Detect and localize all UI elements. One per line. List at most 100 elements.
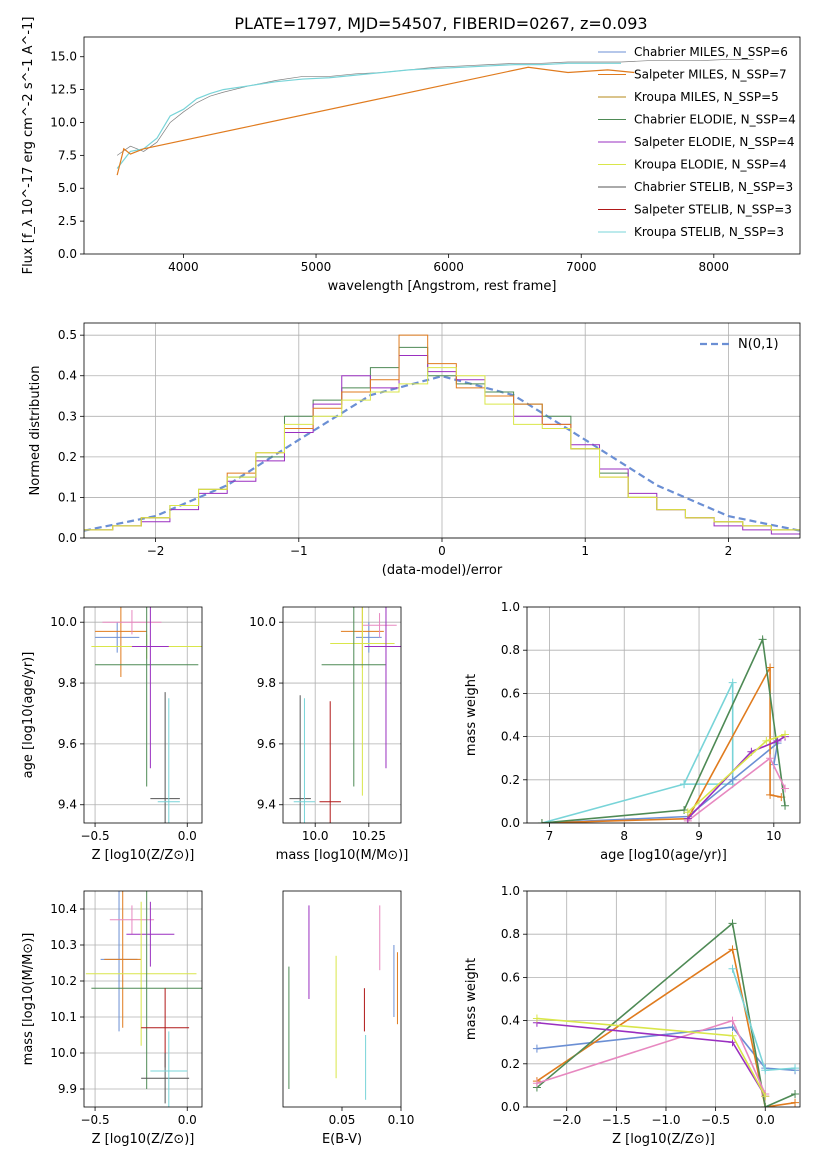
panel-mass-vs-z: −0.5 0.0 9.9 10.0 10.1 10.2 10.3 10.4 Z [log10(Z… — [21, 890, 203, 1147]
data-point — [791, 1090, 800, 1099]
legend-label: Kroupa STELIB, N_SSP=3 — [634, 225, 784, 239]
axes-frame — [282, 606, 402, 824]
y-axis-label: Normed distribution — [28, 366, 43, 496]
series-line — [541, 636, 786, 823]
data-point — [758, 635, 767, 644]
data-point — [728, 964, 737, 973]
data-point — [761, 1066, 770, 1075]
y-tick-label: 10.4 — [50, 902, 77, 916]
panel-age-vs-z: −0.5 0.0 9.4 9.6 9.8 10.0 Z [log10(Z/Z⊙)] age [… — [21, 606, 203, 863]
y-tick-label: 10.0 — [50, 1046, 77, 1060]
spectrum-legend: Chabrier MILES, N_SSP=6 Salpeter MILES, N… — [598, 45, 796, 239]
plot-area — [537, 635, 790, 823]
y-tick-label: 0.0 — [58, 247, 77, 261]
x-tick-label: 0.10 — [388, 1113, 415, 1127]
x-tick-label: −0.5 — [80, 1113, 109, 1127]
plot-area — [116, 59, 754, 176]
gaussian-curve — [84, 375, 800, 532]
y-tick-label: 12.5 — [50, 83, 77, 97]
axes-frame — [282, 890, 402, 1108]
data-point — [773, 736, 782, 745]
axes-frame — [83, 606, 203, 824]
data-point — [680, 780, 689, 789]
y-tick-label: 0.4 — [501, 730, 520, 744]
x-tick-label: 1 — [581, 544, 589, 558]
series-line — [536, 921, 796, 1107]
y-axis-label: Flux [f_λ 10^-17 erg cm^-2 s^-1 A^-1] — [21, 17, 36, 275]
axes-frame — [83, 36, 801, 255]
plot-area — [91, 607, 202, 823]
data-point — [683, 808, 692, 817]
y-tick-label: 0.8 — [501, 643, 520, 657]
data-point — [532, 1044, 541, 1053]
plot-area — [289, 607, 401, 823]
y-tick-label: 5.0 — [58, 181, 77, 195]
y-tick-label: 0.5 — [58, 328, 77, 342]
axes-frame — [83, 890, 203, 1108]
data-point — [766, 754, 775, 763]
panels: 4000 5000 6000 7000 80000.02.55.07.510.012.5… — [21, 17, 801, 1147]
x-axis-label: mass [log10(M/M⊙)] — [276, 848, 409, 863]
histogram-step — [84, 367, 800, 538]
x-tick-label: 10.0 — [302, 829, 329, 843]
legend-label: N(0,1) — [738, 337, 779, 352]
y-tick-label: 0.2 — [501, 773, 520, 787]
y-tick-label: 0.0 — [501, 1100, 520, 1114]
x-tick-label: −2 — [147, 544, 165, 558]
y-tick-label: 15.0 — [50, 50, 77, 64]
data-point — [532, 1079, 541, 1088]
y-tick-label: 9.6 — [257, 737, 276, 751]
y-tick-label: 10.1 — [50, 1010, 77, 1024]
y-tick-label: 9.4 — [58, 798, 77, 812]
y-axis-label: age [log10(age/yr)] — [21, 652, 36, 779]
x-axis-label: age [log10(age/yr)] — [600, 848, 727, 863]
data-point — [680, 806, 689, 815]
data-point — [766, 663, 775, 672]
data-point — [762, 736, 771, 745]
x-tick-label: 8000 — [699, 260, 730, 274]
series-line — [541, 667, 782, 823]
x-tick-label: 0 — [438, 544, 446, 558]
y-tick-label: 1.0 — [501, 600, 520, 614]
series-line — [116, 66, 635, 176]
y-tick-label: 10.2 — [50, 974, 77, 988]
y-tick-label: 10.0 — [50, 115, 77, 129]
legend-label: Salpeter STELIB, N_SSP=3 — [634, 203, 792, 217]
panel-mass-vs-ebv: 0.05 0.10 E(B-V) — [282, 890, 415, 1147]
plot-area — [288, 905, 398, 1100]
y-tick-label: 9.4 — [257, 798, 276, 812]
histogram-legend: N(0,1) — [700, 337, 779, 352]
data-point — [728, 919, 737, 928]
x-tick-label: −2.0 — [552, 1113, 581, 1127]
x-tick-label: −1.5 — [602, 1113, 631, 1127]
data-point — [781, 730, 790, 739]
y-tick-label: 10.0 — [50, 615, 77, 629]
data-point — [728, 775, 737, 784]
y-tick-label: 10.3 — [50, 938, 77, 952]
x-tick-label: 0.0 — [178, 1113, 197, 1127]
data-point — [537, 819, 546, 823]
x-tick-label: 0.05 — [329, 1113, 356, 1127]
plot-area — [532, 919, 800, 1107]
y-tick-label: 9.8 — [58, 676, 77, 690]
axes-frame — [526, 890, 801, 1108]
x-tick-label: −0.5 — [80, 829, 109, 843]
y-tick-label: 0.2 — [58, 450, 77, 464]
series-line — [116, 62, 621, 169]
y-tick-label: 7.5 — [58, 148, 77, 162]
legend-label: Chabrier MILES, N_SSP=6 — [634, 45, 788, 59]
x-tick-label: 4000 — [168, 260, 199, 274]
x-axis-label: Z [log10(Z/Z⊙)] — [92, 848, 195, 863]
y-tick-label: 1.0 — [501, 884, 520, 898]
series-line — [536, 947, 796, 1107]
panel-histogram: −2 −1 0 1 2 0.0 0.1 0.2 0.3 0.4 0.5 (data-model)/er… — [28, 322, 801, 578]
data-point — [728, 945, 737, 954]
data-point — [766, 790, 775, 799]
data-point — [781, 801, 790, 810]
x-tick-label: 10 — [766, 829, 781, 843]
x-tick-label: 7 — [546, 829, 554, 843]
x-tick-label: 10.25 — [352, 829, 386, 843]
x-axis-label: wavelength [Angstrom, rest frame] — [328, 279, 557, 294]
y-tick-label: 2.5 — [58, 214, 77, 228]
data-point — [728, 1031, 737, 1040]
